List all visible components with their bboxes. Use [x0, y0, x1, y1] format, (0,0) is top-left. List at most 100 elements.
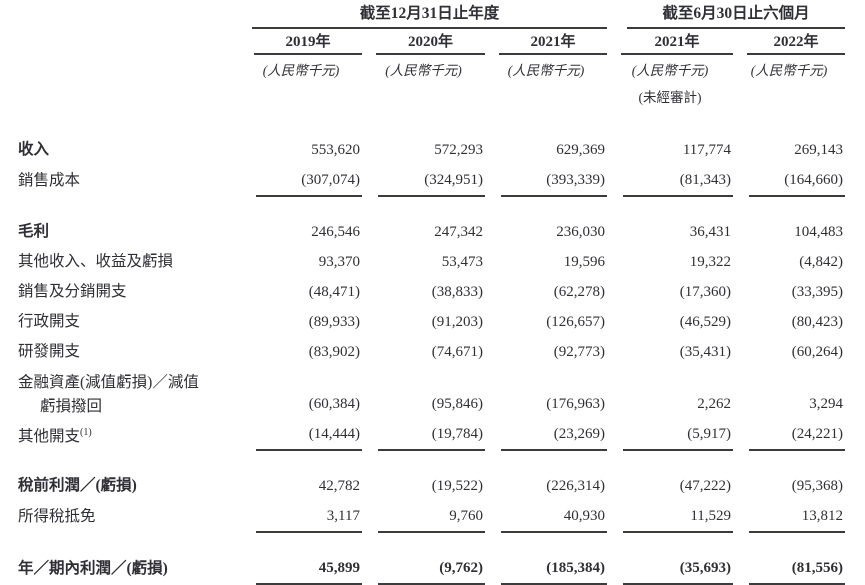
unaudited-note: (未經審計): [638, 90, 702, 105]
cell-value: 553,620: [311, 142, 360, 158]
cell-value: (81,556): [733, 553, 846, 585]
table-row: 年／期內利潤／(虧損) 45,899 (9,762) (185,384) (35,693…: [0, 553, 846, 585]
row-label: 銷售及分銷開支: [18, 283, 127, 300]
cell-value: (24,221): [733, 419, 846, 451]
year-header-2022-interim: 2022年: [733, 30, 846, 55]
year-header-2020: 2020年: [362, 30, 485, 55]
cell-value: (47,222): [679, 478, 732, 494]
cell-value: 9,760: [362, 501, 485, 533]
row-label: 銷售成本: [18, 172, 81, 189]
cell-value: 104,483: [794, 224, 844, 240]
row-label: 毛利: [18, 223, 50, 240]
table-row: 金融資產(減值虧損)／減值 虧損撥回 (60,384) (95,846) (176,96…: [0, 367, 845, 419]
cell-value: 3,117: [240, 501, 362, 533]
group-header-interim: 截至6月30日止六個月: [607, 0, 846, 30]
cell-value: 629,369: [556, 142, 606, 158]
row-label: 金融資產(減值虧損)／減值 虧損撥回: [18, 374, 199, 415]
row-label: 收入: [18, 141, 50, 158]
cell-value: (60,264): [791, 344, 844, 360]
cell-value: (38,833): [431, 284, 483, 300]
cell-value: (185,384): [485, 553, 608, 585]
cell-value: 11,529: [607, 501, 734, 533]
cell-value: (89,933): [308, 314, 360, 330]
table-row: 銷售及分銷開支 (48,471) (38,833) (62,278) (17,360) (…: [0, 277, 845, 307]
cell-value: 2,262: [697, 396, 732, 412]
unaudited-note-row: (未經審計): [0, 83, 845, 109]
cell-value: 236,030: [556, 224, 606, 240]
financial-summary-table: 截至12月31日止年度 截至6月30日止六個月 2019年 2020年 2021…: [0, 0, 846, 585]
table-row: 其他收入、收益及虧損 93,370 53,473 19,596 19,322 (4,842…: [0, 247, 845, 277]
table-row: 行政開支 (89,933) (91,203) (126,657) (46,529) (80…: [0, 307, 845, 337]
cell-value: (4,842): [799, 254, 844, 270]
row-label: 研發開支: [18, 343, 81, 360]
cell-value: (80,423): [791, 314, 844, 330]
unit-label: (人民幣千元): [262, 63, 340, 78]
cell-value: 45,899: [240, 553, 362, 585]
cell-value: 19,322: [689, 254, 732, 270]
cell-value: (83,902): [308, 344, 360, 360]
row-label: 所得稅抵免: [18, 508, 96, 525]
cell-value: (19,522): [431, 478, 483, 494]
cell-value: (74,671): [431, 344, 483, 360]
cell-value: (324,951): [362, 165, 485, 197]
cell-value: (35,693): [607, 553, 734, 585]
cell-value: (92,773): [553, 344, 606, 360]
table-row: 其他開支(1) (14,444) (19,784) (23,269) (5,917) (2…: [0, 419, 846, 451]
cell-value: 40,930: [485, 501, 608, 533]
cell-value: 572,293: [434, 142, 483, 158]
column-group-header-row: 截至12月31日止年度 截至6月30日止六個月: [0, 0, 846, 30]
year-header-2021-interim: 2021年: [607, 30, 734, 55]
table-row: 所得稅抵免 3,117 9,760 40,930 11,529 13,812: [0, 501, 846, 533]
table-row: 研發開支 (83,902) (74,671) (92,773) (35,431) (60,…: [0, 337, 845, 367]
cell-value: (307,074): [240, 165, 362, 197]
cell-value: 53,473: [441, 254, 483, 270]
group-header-annual-label: 截至12月31日止年度: [252, 1, 608, 29]
row-label: 稅前利潤／(虧損): [18, 477, 137, 494]
cell-value: (226,314): [546, 478, 606, 494]
cell-value: (126,657): [546, 314, 606, 330]
cell-value: (46,529): [679, 314, 732, 330]
cell-value: 117,774: [682, 142, 732, 158]
unit-label: (人民幣千元): [507, 63, 585, 78]
cell-value: 36,431: [689, 224, 732, 240]
table-row: 銷售成本 (307,074) (324,951) (393,339) (81,343)(…: [0, 165, 846, 197]
cell-value: 269,143: [794, 142, 844, 158]
cell-value: (62,278): [553, 284, 606, 300]
cell-value: (19,784): [362, 419, 485, 451]
table-row: 稅前利潤／(虧損) 42,782 (19,522) (226,314) (47,222)…: [0, 471, 845, 501]
cell-value: 42,782: [318, 478, 360, 494]
cell-value: (393,339): [485, 165, 608, 197]
cell-value: 93,370: [318, 254, 360, 270]
table-row: 毛利 246,546 247,342 236,030 36,431 104,483: [0, 217, 845, 247]
cell-value: (176,963): [546, 396, 606, 412]
cell-value: (35,431): [679, 344, 732, 360]
cell-value: (33,395): [791, 284, 844, 300]
cell-value: (23,269): [485, 419, 608, 451]
cell-value: 13,812: [733, 501, 846, 533]
cell-value: (48,471): [308, 284, 360, 300]
cell-value: (91,203): [431, 314, 483, 330]
cell-value: (9,762): [362, 553, 485, 585]
year-header-2019: 2019年: [240, 30, 362, 55]
cell-value: (95,846): [431, 396, 483, 412]
table-body: 收入 553,620 572,293 629,369 117,774 269,143 銷售成…: [0, 109, 846, 585]
row-label: 其他收入、收益及虧損: [18, 253, 174, 270]
cell-value: 247,342: [434, 224, 483, 240]
row-label: 其他開支(1): [18, 426, 92, 446]
cell-value: 3,294: [809, 396, 844, 412]
group-header-interim-label: 截至6月30日止六個月: [627, 1, 846, 29]
unit-label: (人民幣千元): [631, 63, 709, 78]
cell-value: 246,546: [311, 224, 360, 240]
row-label: 行政開支: [18, 313, 81, 330]
cell-value: (164,660): [733, 165, 846, 197]
cell-value: (5,917): [607, 419, 734, 451]
cell-value: (17,360): [679, 284, 732, 300]
cell-value: (60,384): [308, 396, 360, 412]
unit-label: (人民幣千元): [385, 63, 462, 78]
unit-header-row: (人民幣千元) (人民幣千元) (人民幣千元) (人民幣千元) (人民幣千元): [0, 55, 845, 83]
cell-value: (14,444): [240, 419, 362, 451]
year-header-2021: 2021年: [485, 30, 608, 55]
year-header-row: 2019年 2020年 2021年 2021年 2022年: [0, 30, 846, 55]
cell-value: (95,368): [791, 478, 844, 494]
table-row: 收入 553,620 572,293 629,369 117,774 269,143: [0, 135, 845, 165]
